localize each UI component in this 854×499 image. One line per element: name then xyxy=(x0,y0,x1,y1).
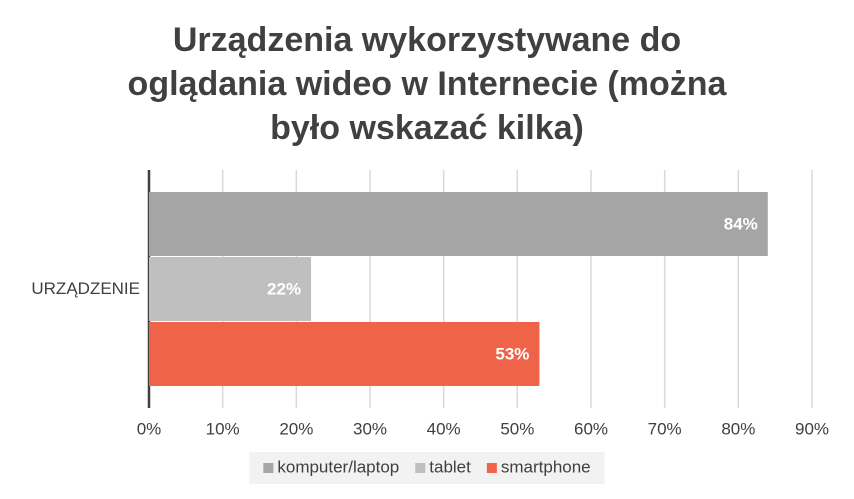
data-label: 53% xyxy=(495,344,529,363)
x-tick-label: 70% xyxy=(648,419,682,438)
x-tick-label: 40% xyxy=(427,419,461,438)
chart-title: Urządzenia wykorzystywane do oglądania w… xyxy=(127,21,727,147)
legend-label: tablet xyxy=(429,457,471,476)
legend-swatch xyxy=(486,463,497,473)
y-tick-label: URZĄDZENIE xyxy=(31,279,140,298)
data-label: 84% xyxy=(724,214,758,233)
x-tick-label: 80% xyxy=(721,419,755,438)
x-tick-label: 60% xyxy=(574,419,608,438)
x-tick-label: 30% xyxy=(353,419,387,438)
bar xyxy=(149,192,768,256)
x-tick-label: 50% xyxy=(500,419,534,438)
x-tick-label: 0% xyxy=(137,419,162,438)
data-label: 22% xyxy=(267,279,301,298)
legend-label: komputer/laptop xyxy=(277,457,399,476)
legend-swatch xyxy=(415,463,426,473)
legend-box xyxy=(249,452,605,484)
x-tick-label: 20% xyxy=(279,419,313,438)
x-tick-label: 90% xyxy=(795,419,829,438)
bar xyxy=(149,257,312,321)
legend-label: smartphone xyxy=(501,457,591,476)
bar xyxy=(149,322,540,386)
legend-swatch xyxy=(263,463,274,473)
x-tick-label: 10% xyxy=(206,419,240,438)
